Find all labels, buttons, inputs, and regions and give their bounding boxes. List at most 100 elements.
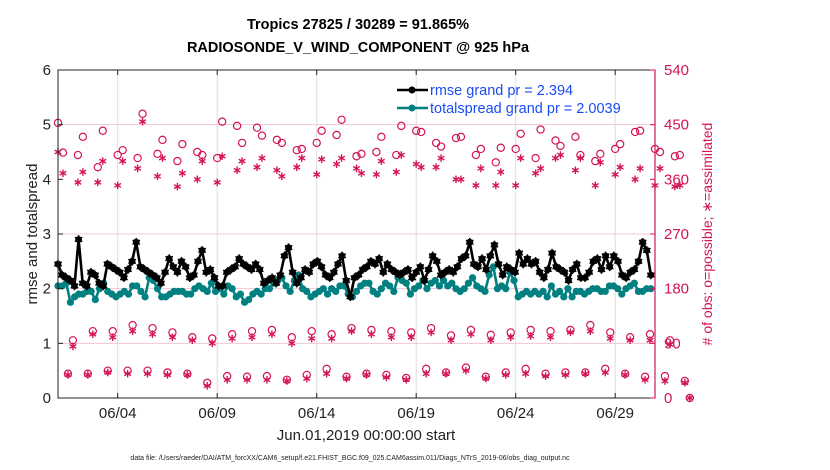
rmse-point-star — [478, 254, 487, 263]
rmse-point-star — [412, 267, 421, 277]
obs-possible-marker — [397, 121, 406, 131]
rmse-point-star — [379, 267, 388, 277]
obs-assimilated-marker — [581, 369, 589, 378]
totalspread-point — [547, 282, 555, 290]
obs-assimilated-marker — [566, 328, 575, 337]
totalspread-point — [153, 285, 162, 293]
obs-possible-marker — [630, 127, 640, 137]
totalspread-point — [332, 287, 340, 295]
obs-assimilated-marker — [591, 181, 599, 190]
obs-possible-marker — [670, 152, 680, 161]
data-file-footer: data file: /Users/raeder/DAI/ATM_forcXX/… — [130, 455, 570, 462]
y2-axis-label: # of obs: o=possible; ∗=assimilated — [699, 123, 715, 346]
obs-assimilated-marker — [128, 327, 137, 335]
totalspread-point — [303, 287, 311, 295]
totalspread-point — [133, 282, 141, 290]
obs-assimilated-marker — [104, 368, 112, 377]
obs-assimilated-marker — [347, 327, 356, 335]
rmse-point-star — [284, 243, 293, 252]
obs-assimilated-marker — [99, 157, 107, 165]
obs-possible-marker — [496, 143, 505, 152]
totalspread-point — [431, 276, 439, 285]
obs-assimilated-marker — [372, 170, 381, 179]
obs-possible-marker — [536, 125, 545, 134]
obs-assimilated-marker — [188, 336, 196, 345]
obs-possible-marker — [78, 132, 88, 142]
rmse-point-star — [313, 257, 322, 266]
totalspread-point — [464, 279, 473, 287]
rmse-point-star — [272, 278, 281, 288]
rmse-point-star — [486, 251, 495, 261]
rmse-point-star — [465, 237, 474, 247]
obs-assimilated-marker — [283, 377, 291, 385]
obs-possible-marker — [372, 147, 381, 157]
rmse-point-star — [597, 265, 606, 274]
rmse-point-star — [638, 237, 647, 247]
y-tick-label: 5 — [43, 117, 51, 134]
obs-assimilated-marker — [606, 334, 614, 343]
obs-assimilated-marker — [308, 334, 316, 343]
obs-assimilated-marker — [666, 340, 674, 349]
obs-possible-marker — [297, 144, 306, 154]
rmse-point-star — [305, 267, 314, 277]
rmse-point-star — [173, 267, 182, 277]
obs-assimilated-marker — [536, 164, 545, 173]
obs-assimilated-marker — [522, 369, 530, 378]
y2-tick-label: 270 — [664, 226, 689, 243]
obs-assimilated-marker — [497, 168, 505, 176]
obs-assimilated-marker — [94, 178, 102, 187]
obs-assimilated-marker — [114, 181, 122, 190]
obs-assimilated-marker — [551, 154, 560, 162]
obs-possible-marker — [392, 150, 401, 160]
rmse-point-star — [74, 235, 83, 244]
totalspread-point — [423, 285, 431, 293]
rmse-point-star — [346, 292, 355, 302]
totalspread-point — [601, 287, 609, 295]
rmse-point-star — [642, 246, 651, 255]
obs-assimilated-marker — [502, 371, 510, 379]
obs-possible-marker — [471, 150, 481, 160]
rmse-point-star — [292, 278, 301, 288]
rmse-point-star — [494, 259, 503, 269]
obs-assimilated-marker — [556, 151, 565, 159]
rmse-point-star — [560, 267, 569, 277]
rmse-point-star — [593, 254, 602, 263]
obs-possible-marker — [237, 138, 247, 148]
obs-assimilated-marker — [268, 330, 276, 339]
rmse-point-star — [90, 270, 100, 280]
obs-assimilated-marker — [596, 158, 604, 167]
obs-possible-marker — [178, 139, 187, 149]
obs-assimilated-marker — [477, 164, 485, 173]
obs-assimilated-marker — [148, 330, 157, 339]
totalspread-point — [502, 285, 510, 293]
rmse-point-star — [338, 251, 347, 261]
y2-axis-ticks: 0 90 180 270 360 450 540 — [650, 62, 689, 407]
totalspread-point — [485, 271, 493, 279]
y2-tick-label: 540 — [664, 62, 689, 79]
obs-possible-marker — [118, 145, 127, 155]
obs-assimilated-marker — [656, 164, 664, 173]
totalspread-point — [560, 293, 568, 301]
obs-assimilated-marker — [168, 333, 177, 342]
obs-assimilated-marker — [183, 371, 191, 379]
obs-assimilated-marker — [79, 168, 87, 176]
totalspread-point — [141, 293, 149, 301]
obs-assimilated-marker — [193, 175, 201, 184]
obs-assimilated-marker — [507, 333, 515, 342]
rmse-point-star — [646, 270, 655, 280]
x-tick-label: 06/24 — [497, 405, 535, 422]
obs-possible-marker — [312, 138, 321, 148]
obs-possible-marker — [332, 130, 341, 140]
rmse-point-star — [403, 265, 413, 274]
obs-assimilated-marker — [243, 375, 251, 384]
obs-assimilated-marker — [332, 160, 341, 168]
obs-assimilated-marker — [611, 170, 619, 179]
rmse-point-star — [218, 281, 227, 291]
obs-assimilated-marker — [621, 371, 629, 379]
obs-assimilated-marker — [422, 369, 430, 378]
obs-possible-marker — [317, 126, 326, 135]
totalspread-point — [257, 290, 265, 298]
obs-assimilated-marker — [571, 166, 580, 175]
rmse-point-star — [515, 248, 524, 258]
obs-possible-marker — [436, 142, 446, 151]
